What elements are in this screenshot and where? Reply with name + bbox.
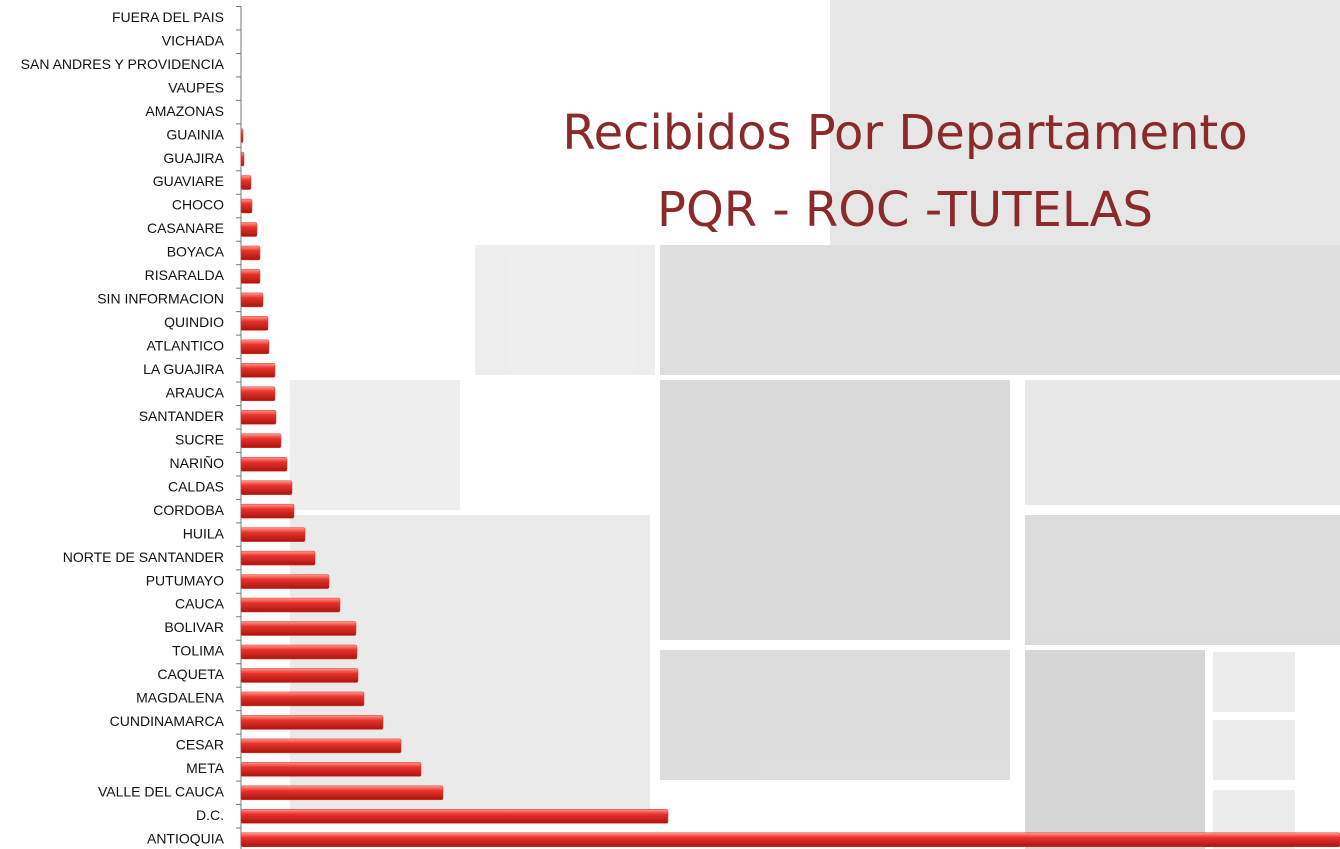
bar	[240, 480, 293, 495]
y-tick-label: SANTANDER	[139, 408, 224, 424]
bar	[240, 738, 402, 754]
y-tick-label: CORDOBA	[153, 502, 224, 518]
bar	[240, 363, 276, 378]
y-tick-label: SAN ANDRES Y PROVIDENCIA	[21, 56, 225, 72]
y-tick-label: AMAZONAS	[145, 103, 224, 119]
bar	[240, 785, 444, 801]
y-tick-label: ARAUCA	[166, 384, 225, 400]
bar	[240, 550, 316, 566]
y-tick-label: PUTUMAYO	[146, 572, 224, 588]
y-tick-label: VALLE DEL CAUCA	[98, 784, 225, 800]
bar	[240, 339, 270, 355]
y-tick-label: GUAVIARE	[153, 173, 224, 189]
y-tick-label: QUINDIO	[164, 314, 224, 330]
chart-title: Recibidos Por Departamento	[562, 105, 1247, 161]
bar	[240, 762, 422, 777]
y-tick-label: ATLANTICO	[146, 338, 224, 354]
y-tick-label: LA GUAJIRA	[143, 361, 225, 377]
bar	[240, 715, 384, 730]
bar	[240, 809, 669, 824]
y-tick-label: VICHADA	[162, 32, 225, 48]
bar	[240, 527, 306, 542]
bar	[240, 456, 288, 472]
y-tick-label: SIN INFORMACION	[97, 291, 224, 307]
y-tick-label: SUCRE	[175, 431, 224, 447]
y-tick-label: CESAR	[176, 737, 224, 753]
y-tick-label: CALDAS	[168, 478, 224, 494]
y-tick-label: CASANARE	[147, 220, 224, 236]
bar	[240, 621, 357, 636]
bar	[240, 292, 264, 308]
y-tick-label: CHOCO	[172, 197, 224, 213]
y-tick-label: NORTE DE SANTANDER	[63, 549, 224, 565]
y-tick-label: TOLIMA	[172, 643, 225, 659]
y-tick-label: MAGDALENA	[136, 690, 225, 706]
y-tick-label: RISARALDA	[145, 267, 225, 283]
y-tick-label: ANTIOQUIA	[147, 830, 225, 846]
bar	[240, 410, 277, 425]
y-tick-label: CAQUETA	[157, 666, 224, 682]
y-tick-label: NARIÑO	[170, 455, 225, 471]
y-tick-label: CUNDINAMARCA	[110, 713, 225, 729]
y-tick-label: HUILA	[183, 525, 225, 541]
bar	[240, 151, 245, 167]
y-tick-label: D.C.	[196, 807, 224, 823]
bar	[240, 597, 341, 613]
bar	[240, 574, 330, 589]
bar	[240, 269, 261, 284]
y-tick-label: BOYACA	[167, 244, 225, 260]
bar	[240, 644, 358, 660]
chart-subtitle: PQR - ROC -TUTELAS	[657, 182, 1153, 238]
y-tick-label: FUERA DEL PAIS	[112, 9, 224, 25]
bar	[240, 433, 282, 448]
bar	[240, 245, 261, 261]
y-tick-label: VAUPES	[168, 79, 224, 95]
bar	[240, 175, 252, 190]
bar	[240, 691, 365, 707]
y-tick-label: GUAJIRA	[163, 150, 224, 166]
bar	[240, 668, 359, 683]
y-tick-label: GUAINIA	[166, 126, 224, 142]
y-tick-label: BOLIVAR	[164, 619, 224, 635]
bar	[240, 198, 253, 214]
y-tick-label: CAUCA	[175, 596, 225, 612]
bar	[240, 832, 1340, 848]
bar	[240, 222, 258, 237]
y-tick-label: META	[186, 760, 225, 776]
bar	[240, 316, 269, 331]
bar	[240, 386, 276, 402]
bar	[240, 503, 295, 519]
bar	[240, 128, 244, 143]
